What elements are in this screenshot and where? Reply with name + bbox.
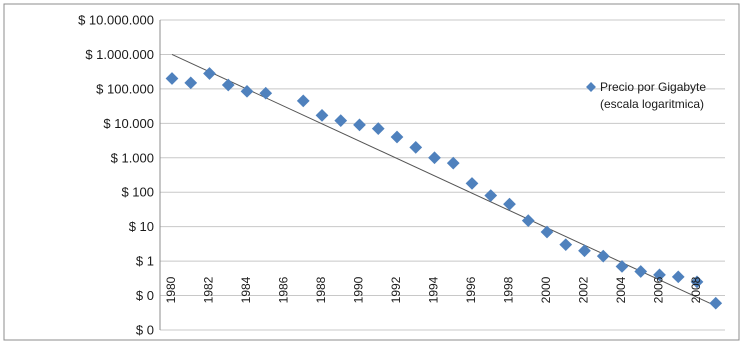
y-tick-label: $ 10.000.000 (78, 13, 154, 28)
y-tick-label: $ 10 (129, 219, 154, 234)
y-tick-label: $ 10.000 (103, 116, 154, 131)
x-tick-label: 1996 (464, 276, 478, 303)
x-tick-label: 1994 (427, 276, 441, 303)
y-tick-label: $ 0 (136, 288, 154, 303)
y-tick-label: $ 1.000.000 (85, 47, 154, 62)
x-tick-label: 1988 (314, 276, 328, 303)
x-axis-tick-labels: 1980 1982 1984 1986 1988 1990 1992 1994 1996 1998… (164, 276, 703, 303)
x-tick-label: 1998 (502, 276, 516, 303)
x-tick-label: 1986 (277, 276, 291, 303)
x-tick-label: 1982 (202, 276, 216, 303)
y-tick-label: $ 100 (121, 185, 154, 200)
y-tick-label: $ 100.000 (96, 81, 154, 96)
y-tick-label: $ 1.000 (111, 150, 154, 165)
x-tick-label: 1990 (352, 276, 366, 303)
x-tick-label: 1980 (164, 276, 178, 303)
y-tick-label: $ 0 (136, 323, 154, 338)
x-tick-label: 2002 (577, 276, 591, 303)
x-tick-label: 2008 (689, 276, 703, 303)
x-tick-label: 2000 (539, 276, 553, 303)
legend-label-line-2: (escala logaritmica) (600, 97, 704, 111)
legend-label-line-1: Precio por Gigabyte (600, 80, 706, 94)
y-tick-label: $ 1 (136, 254, 154, 269)
x-tick-label: 2006 (652, 276, 666, 303)
x-tick-label: 1992 (389, 276, 403, 303)
x-tick-label: 2004 (614, 276, 628, 303)
x-tick-label: 1984 (239, 276, 253, 303)
